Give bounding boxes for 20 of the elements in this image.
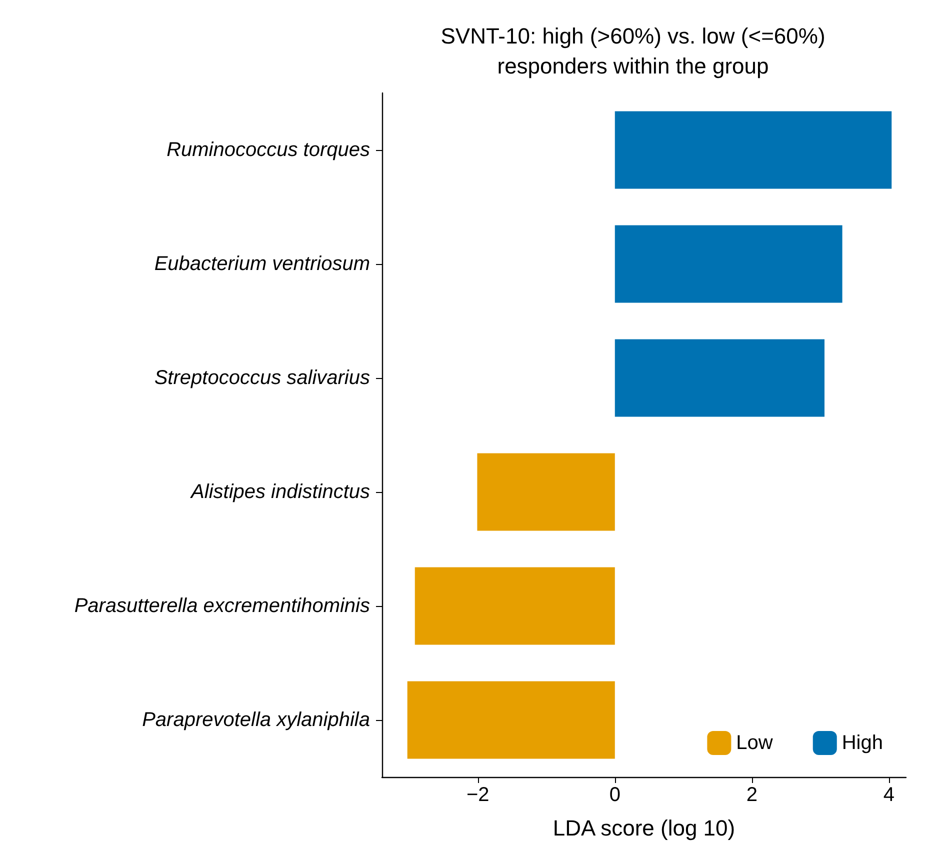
bar <box>477 453 615 531</box>
y-tick-label: Parasutterella excrementihominis <box>74 595 370 617</box>
x-axis-title: LDA score (log 10) <box>552 816 736 840</box>
y-tick-label: Ruminococcus torques <box>166 139 370 161</box>
x-tick-label: 0 <box>609 784 620 806</box>
chart-title: SVNT-10: high (>60%) vs. low (<=60%) responders within the group <box>440 24 826 78</box>
bar <box>614 225 842 303</box>
y-tick-label: Eubacterium ventriosum <box>154 253 370 275</box>
y-tick-label: Paraprevotella xylaniphila <box>142 709 370 731</box>
legend-label: High <box>842 732 884 754</box>
x-tick-label: 4 <box>883 784 894 806</box>
x-tick-label: 2 <box>746 784 758 806</box>
x-tick-label: −2 <box>466 784 490 806</box>
y-tick-label: Alistipes indistinctus <box>190 481 370 503</box>
bar <box>614 111 892 189</box>
bar <box>407 681 615 759</box>
y-tick-label: Streptococcus salivarius <box>154 367 370 389</box>
bar <box>414 567 615 645</box>
bar <box>614 339 824 417</box>
legend-label: Low <box>736 732 774 754</box>
